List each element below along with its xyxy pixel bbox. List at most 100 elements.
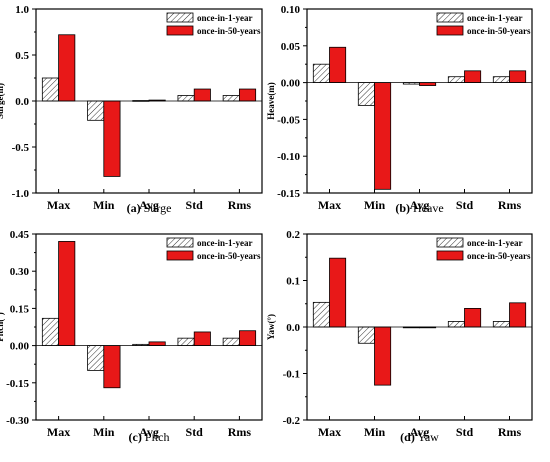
x-tick-label: Rms — [498, 425, 522, 439]
bar-once-in-1-year-std — [177, 95, 195, 102]
panel-caption-text: Yaw — [415, 430, 439, 444]
plot-frame — [35, 8, 263, 194]
plot-frame — [306, 233, 533, 421]
bar-once-in-1-year-min — [357, 82, 375, 106]
bar-once-in-50-years-avg — [419, 82, 437, 86]
legend-label-once-in-50-years: once-in-50-years — [197, 251, 261, 261]
x-tick-label: Max — [47, 425, 70, 439]
y-tick-label: -1.0 — [12, 188, 30, 200]
y-tick-label: -0.1 — [283, 369, 300, 381]
x-tick-label: Max — [47, 198, 70, 212]
panel-caption-letter: (c) — [129, 430, 142, 444]
y-tick-label: 0.00 — [281, 78, 301, 90]
bar-once-in-1-year-std — [447, 76, 465, 83]
x-tick-label: Max — [318, 425, 341, 439]
legend-label-once-in-1-year: once-in-1-year — [467, 13, 522, 23]
bar-once-in-1-year-std — [447, 321, 465, 328]
panel-caption-letter: (d) — [400, 430, 415, 444]
legend-swatch-once-in-50-years — [166, 250, 194, 261]
x-tick-label: Avg — [139, 425, 159, 439]
bar-once-in-1-year-max — [312, 301, 330, 328]
x-tick-label: Min — [364, 425, 386, 439]
bar-once-in-50-years-max — [329, 46, 347, 83]
legend-label-once-in-50-years: once-in-50-years — [467, 251, 531, 261]
legend-label-once-in-1-year: once-in-1-year — [467, 238, 522, 248]
y-tick-label: 0.0 — [15, 96, 29, 108]
bar-once-in-50-years-min — [103, 345, 121, 389]
x-tick-label: Std — [186, 198, 204, 212]
bar-once-in-1-year-rms — [492, 321, 510, 328]
y-tick-label: -0.10 — [277, 151, 300, 163]
legend-label-once-in-1-year: once-in-1-year — [197, 238, 252, 248]
bar-once-in-50-years-std — [464, 70, 482, 83]
bar-once-in-50-years-max — [58, 241, 76, 347]
legend-swatch-once-in-1-year — [166, 12, 194, 23]
x-tick-label: Rms — [498, 198, 522, 212]
x-tick-label: Rms — [228, 198, 252, 212]
y-tick-label: 0.10 — [281, 4, 301, 16]
bar-once-in-50-years-avg — [148, 341, 166, 347]
y-tick-label: -0.2 — [283, 415, 301, 427]
x-tick-label: Avg — [410, 425, 430, 439]
y-axis-label: Yaw(°) — [266, 314, 276, 340]
legend-swatch-once-in-1-year — [166, 237, 194, 248]
y-tick-label: -0.15 — [277, 188, 300, 200]
panel-caption-text: Pitch — [142, 430, 170, 444]
chart-panel-yaw: -0.2 -0.1 0.0 0.1 0.2 Yaw(°) Max Min Avg Std Rms on… — [266, 229, 533, 444]
bar-once-in-1-year-rms — [222, 95, 240, 102]
panel-caption-text: Heave — [410, 201, 444, 215]
legend-swatch-once-in-50-years — [436, 25, 464, 36]
chart-panel-pitch: -0.30 -0.15 0.00 0.15 0.30 0.45 Pitch(°) Max Min… — [0, 229, 263, 444]
x-tick-label: Avg — [410, 198, 430, 212]
y-tick-label: 0.1 — [286, 276, 300, 288]
x-tick-label: Std — [456, 198, 474, 212]
x-tick-label: Max — [318, 198, 341, 212]
y-tick-label: 0.05 — [281, 41, 301, 53]
bar-once-in-1-year-min — [357, 326, 375, 344]
y-axis-label: Heave(m) — [266, 82, 276, 119]
bar-once-in-1-year-std — [177, 337, 195, 347]
x-tick-label: Avg — [139, 198, 159, 212]
panel-caption-letter: (a) — [127, 201, 141, 215]
bar-once-in-50-years-min — [374, 82, 392, 190]
bar-once-in-1-year-max — [41, 317, 59, 347]
y-axis-label: Surge(m) — [0, 83, 5, 119]
y-axis-label: Pitch(°) — [0, 312, 5, 342]
panel-caption: (c) Pitch — [129, 430, 170, 444]
x-tick-label: Std — [186, 425, 204, 439]
bar-once-in-1-year-min — [87, 100, 105, 121]
bar-once-in-1-year-max — [41, 77, 59, 102]
y-tick-label: 0.5 — [15, 50, 29, 62]
legend-swatch-once-in-1-year — [436, 12, 464, 23]
y-tick-label: -0.15 — [6, 378, 29, 390]
bar-once-in-50-years-min — [103, 100, 121, 177]
bar-once-in-50-years-rms — [509, 70, 527, 83]
legend-label-once-in-50-years: once-in-50-years — [197, 26, 261, 36]
x-tick-label: Min — [364, 198, 386, 212]
bar-once-in-50-years-min — [374, 326, 392, 386]
panel-caption-text: Surge — [141, 201, 172, 215]
panel-caption: (a) Surge — [127, 201, 172, 215]
legend-label-once-in-50-years: once-in-50-years — [467, 26, 531, 36]
x-tick-label: Rms — [228, 425, 252, 439]
chart-panel-surge: -1.0 -0.5 0.0 0.5 1.0 Surge(m) Max Min Avg Std Rms… — [0, 4, 263, 215]
legend-swatch-once-in-50-years — [436, 250, 464, 261]
panel-caption: (d) Yaw — [400, 430, 439, 444]
y-tick-label: 1.0 — [15, 4, 29, 16]
x-tick-label: Min — [93, 425, 115, 439]
y-tick-label: -0.5 — [12, 142, 30, 154]
bar-once-in-1-year-rms — [222, 337, 240, 347]
y-tick-label: 0.15 — [10, 303, 30, 315]
y-tick-label: 0.45 — [10, 229, 30, 241]
panel-caption: (b) Heave — [395, 201, 443, 215]
bar-once-in-50-years-rms — [238, 330, 257, 347]
bar-once-in-50-years-std — [464, 307, 482, 328]
bar-once-in-50-years-rms — [238, 88, 257, 102]
legend-label-once-in-1-year: once-in-1-year — [197, 13, 252, 23]
panel-caption-letter: (b) — [395, 201, 410, 215]
y-tick-label: -0.05 — [277, 114, 300, 126]
y-tick-label: 0.00 — [10, 341, 30, 353]
x-tick-label: Min — [93, 198, 115, 212]
